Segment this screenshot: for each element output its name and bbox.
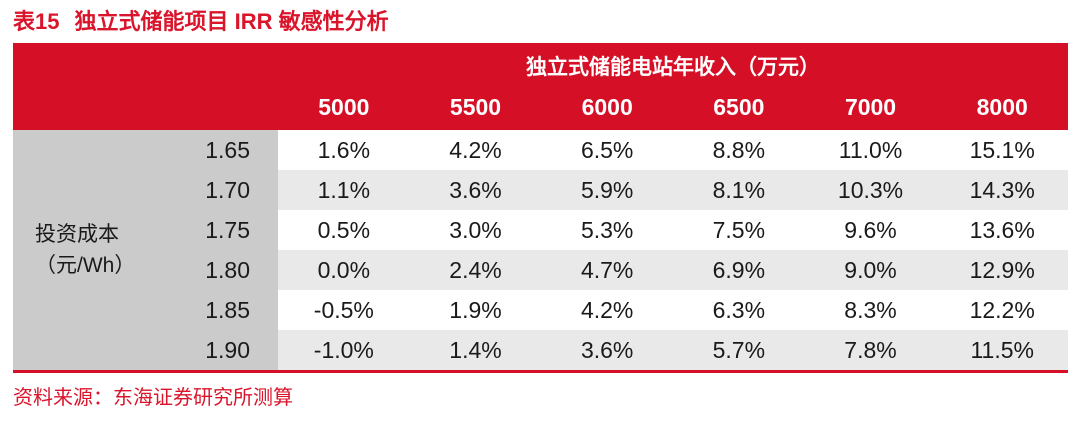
table-row: 1.6% 4.2% 6.5% 8.8% 11.0% 15.1%	[278, 130, 1068, 170]
column-header: 8000	[976, 94, 1028, 120]
irr-cell: 3.6%	[580, 337, 634, 363]
irr-sensitivity-table: 独立式储能电站年收入（万元） 5000 5500 6000 6500 7000 8000 …	[13, 43, 1068, 373]
row-label: 1.85	[205, 297, 250, 323]
irr-cell: 0.5%	[317, 217, 371, 243]
irr-cell: 6.5%	[580, 137, 634, 163]
row-group-label: 投资成本 （元/Wh）	[13, 130, 165, 370]
row-label: 1.70	[205, 177, 250, 203]
row-label: 1.65	[205, 137, 250, 163]
row-label: 1.75	[205, 217, 250, 243]
irr-cell: 1.6%	[317, 137, 371, 163]
irr-cell: 0.0%	[317, 257, 371, 283]
column-header: 5000	[318, 94, 370, 120]
irr-cell: 12.9%	[969, 257, 1035, 283]
irr-cell: 8.8%	[712, 137, 766, 163]
irr-cell: 4.2%	[580, 297, 634, 323]
irr-cell: 8.3%	[844, 297, 897, 323]
column-header: 5500	[449, 94, 502, 120]
table-row: 0.0% 2.4% 4.7% 6.9% 9.0% 12.9%	[278, 250, 1068, 290]
irr-cell: 14.3%	[969, 177, 1035, 203]
row-group-label-line2: （元/Wh）	[35, 254, 136, 277]
irr-cell: -0.5%	[313, 297, 374, 323]
column-header: 6500	[713, 94, 765, 120]
irr-cell: 9.6%	[844, 217, 897, 243]
irr-cell: 6.3%	[712, 297, 766, 323]
irr-cell: 10.3%	[837, 177, 904, 203]
irr-cell: 13.6%	[969, 217, 1035, 243]
data-grid: 1.6% 4.2% 6.5% 8.8% 11.0% 15.1% 1.1% 3.6% 5.9% 8.…	[278, 130, 1068, 370]
header-left-spacer	[13, 43, 278, 89]
column-header: 7000	[844, 94, 897, 120]
row-labels: 1.65 1.70 1.75 1.80 1.85 1.90	[165, 130, 278, 370]
irr-cell: 11.0%	[838, 137, 903, 163]
irr-cell: 15.1%	[969, 137, 1035, 163]
irr-cell: 7.8%	[844, 337, 897, 363]
irr-cell: 7.5%	[712, 217, 766, 243]
irr-cell: 4.7%	[580, 257, 634, 283]
irr-cell: 8.1%	[712, 177, 766, 203]
row-label: 1.80	[205, 257, 250, 283]
table-row: 1.1% 3.6% 5.9% 8.1% 10.3% 14.3%	[278, 170, 1068, 210]
row-group-block: 投资成本 （元/Wh） 1.65 1.70 1.75 1.80 1.85 1.90	[13, 130, 278, 370]
table-header: 独立式储能电站年收入（万元） 5000 5500 6000 6500 7000 8000	[13, 43, 1068, 130]
table-row: -0.5% 1.9% 4.2% 6.3% 8.3% 12.2%	[278, 290, 1068, 330]
row-label: 1.90	[205, 337, 250, 363]
table-number: 表15	[13, 9, 60, 34]
table-row: -1.0% 1.4% 3.6% 5.7% 7.8% 11.5%	[278, 330, 1068, 370]
column-group-header: 独立式储能电站年收入（万元）	[526, 56, 820, 79]
table-row: 0.5% 3.0% 5.3% 7.5% 9.6% 13.6%	[278, 210, 1068, 250]
irr-cell: 1.1%	[317, 177, 371, 203]
irr-cell: 1.4%	[449, 337, 502, 363]
column-headers: 5000 5500 6000 6500 7000 8000	[278, 89, 1068, 130]
irr-cell: 5.3%	[580, 217, 634, 243]
irr-cell: 6.9%	[712, 257, 766, 283]
irr-cell: 5.7%	[712, 337, 766, 363]
irr-cell: 4.2%	[449, 137, 502, 163]
table-title: 表15 独立式储能项目 IRR 敏感性分析	[13, 4, 389, 36]
table-title-text: 独立式储能项目 IRR 敏感性分析	[74, 9, 389, 34]
irr-cell: 12.2%	[969, 297, 1035, 323]
irr-cell: 2.4%	[449, 257, 502, 283]
column-group-row: 独立式储能电站年收入（万元）	[13, 43, 1068, 89]
table-body: 投资成本 （元/Wh） 1.65 1.70 1.75 1.80 1.85 1.90 1.6…	[13, 130, 1068, 373]
irr-cell: 5.9%	[580, 177, 634, 203]
irr-cell: 3.6%	[449, 177, 502, 203]
column-headers-row: 5000 5500 6000 6500 7000 8000	[13, 89, 1068, 130]
irr-cell: 9.0%	[844, 257, 897, 283]
irr-cell: 3.0%	[449, 217, 502, 243]
header-left-spacer	[13, 89, 278, 130]
column-header: 6000	[581, 94, 633, 120]
irr-cell: 1.9%	[449, 297, 502, 323]
source-note: 资料来源：东海证券研究所测算	[13, 387, 293, 409]
irr-cell: 11.5%	[970, 337, 1034, 363]
irr-cell: -1.0%	[313, 337, 374, 363]
row-group-label-line1: 投资成本	[35, 222, 119, 246]
